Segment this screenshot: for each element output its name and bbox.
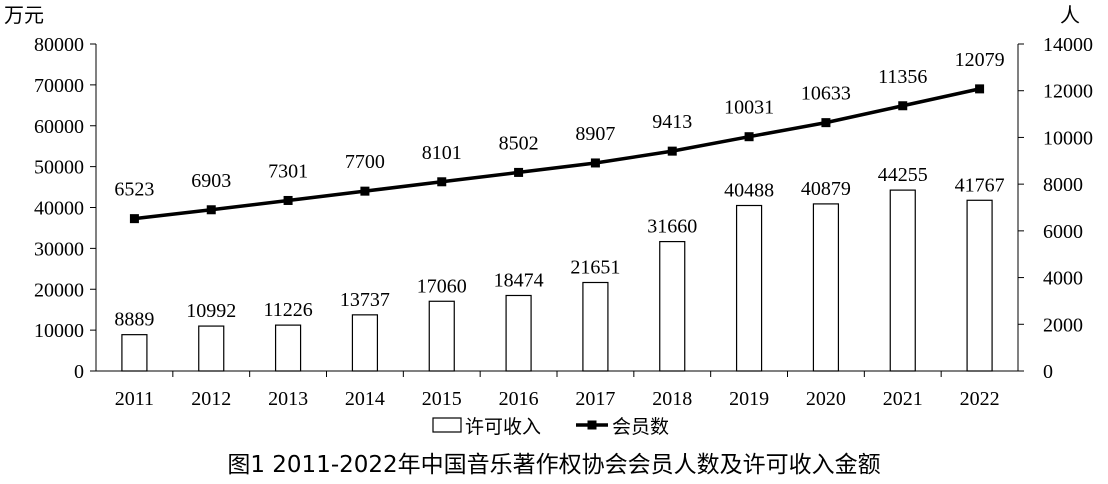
line-data-label: 10031 [724, 97, 774, 119]
x-tick-label: 2012 [191, 388, 231, 410]
bar-data-label: 18474 [494, 269, 544, 291]
x-tick-label: 2019 [729, 388, 769, 410]
line-data-label: 6523 [114, 179, 154, 201]
x-tick-label: 2017 [575, 388, 615, 410]
line-point-2012 [206, 205, 216, 215]
legend-line-label: 会员数 [612, 416, 669, 438]
x-tick-label: 2020 [806, 388, 846, 410]
bar-data-label: 8889 [114, 309, 154, 331]
bar-2019 [735, 204, 763, 372]
x-tick-label: 2016 [499, 388, 539, 410]
bar-2021 [889, 189, 916, 372]
bar-2011 [121, 334, 148, 372]
line-data-label: 12079 [955, 49, 1005, 71]
left-tick-label: 80000 [34, 34, 84, 56]
x-tick-label: 2014 [345, 388, 385, 410]
bar-data-label: 10992 [186, 300, 236, 322]
bar-data-label: 40488 [724, 180, 774, 202]
legend-line-marker [587, 420, 597, 430]
bar-data-label: 13737 [340, 289, 390, 311]
line-data-label: 10633 [801, 83, 851, 105]
bar-2017 [582, 281, 609, 372]
x-tick-label: 2022 [960, 388, 1000, 410]
line-point-2014 [360, 186, 370, 196]
right-axis-unit: 人 [1060, 3, 1080, 27]
line-point-2016 [514, 167, 524, 177]
left-axis-unit: 万元 [4, 3, 44, 27]
right-tick-label: 12000 [1043, 81, 1093, 103]
right-tick-label: 2000 [1043, 314, 1083, 336]
line-data-label: 9413 [652, 111, 692, 133]
line-data-label: 8907 [575, 123, 615, 145]
x-tick-label: 2011 [115, 388, 154, 410]
bar-2014 [351, 314, 379, 372]
figure-caption: 图1 2011-2022年中国音乐著作权协会会员人数及许可收入金额 [227, 452, 880, 478]
bar-data-label: 41767 [955, 174, 1005, 196]
x-tick-label: 2021 [883, 388, 923, 410]
left-tick-label: 30000 [34, 238, 84, 260]
legend-bar-label: 许可收入 [465, 416, 541, 438]
bar-2015 [428, 300, 455, 372]
left-tick-label: 50000 [34, 157, 84, 179]
right-tick-label: 4000 [1043, 268, 1083, 290]
member-count-line [134, 87, 980, 221]
line-point-2022 [975, 84, 985, 94]
left-tick-label: 40000 [34, 198, 84, 220]
line-data-label: 7301 [268, 160, 308, 182]
line-point-2015 [437, 177, 447, 187]
line-point-2021 [898, 101, 908, 111]
bar-data-label: 40879 [801, 178, 851, 200]
line-point-2013 [283, 195, 293, 205]
bar-2012 [198, 325, 225, 372]
bar-2018 [659, 240, 686, 372]
left-tick-label: 10000 [34, 320, 84, 342]
line-data-label: 6903 [191, 170, 231, 192]
x-tick-label: 2015 [422, 388, 462, 410]
right-tick-label: 14000 [1043, 34, 1093, 56]
bar-data-label: 21651 [570, 257, 620, 279]
bar-2020 [812, 203, 840, 372]
bar-2016 [505, 294, 532, 372]
line-data-label: 11356 [878, 66, 927, 88]
bar-2013 [274, 324, 302, 372]
bar-data-label: 17060 [417, 275, 467, 297]
left-tick-label: 70000 [34, 75, 84, 97]
left-tick-label: 0 [74, 361, 84, 383]
legend-bar-swatch [432, 417, 462, 433]
line-point-2011 [129, 214, 139, 224]
bar-data-label: 44255 [878, 164, 928, 186]
line-point-2018 [667, 146, 677, 156]
line-data-label: 8101 [422, 142, 462, 164]
bar-2022 [966, 199, 993, 372]
right-tick-label: 10000 [1043, 127, 1093, 149]
x-tick-label: 2018 [652, 388, 692, 410]
line-point-2017 [590, 158, 600, 168]
line-data-label: 7700 [345, 151, 385, 173]
line-point-2019 [744, 132, 754, 142]
left-tick-label: 60000 [34, 116, 84, 138]
line-point-2020 [821, 118, 831, 128]
left-tick-label: 20000 [34, 279, 84, 301]
bar-data-label: 11226 [263, 299, 312, 321]
bar-data-label: 31660 [647, 216, 697, 238]
x-tick-label: 2013 [268, 388, 308, 410]
right-tick-label: 6000 [1043, 221, 1083, 243]
line-data-label: 8502 [499, 132, 539, 154]
right-tick-label: 8000 [1043, 174, 1083, 196]
right-tick-label: 0 [1043, 361, 1053, 383]
